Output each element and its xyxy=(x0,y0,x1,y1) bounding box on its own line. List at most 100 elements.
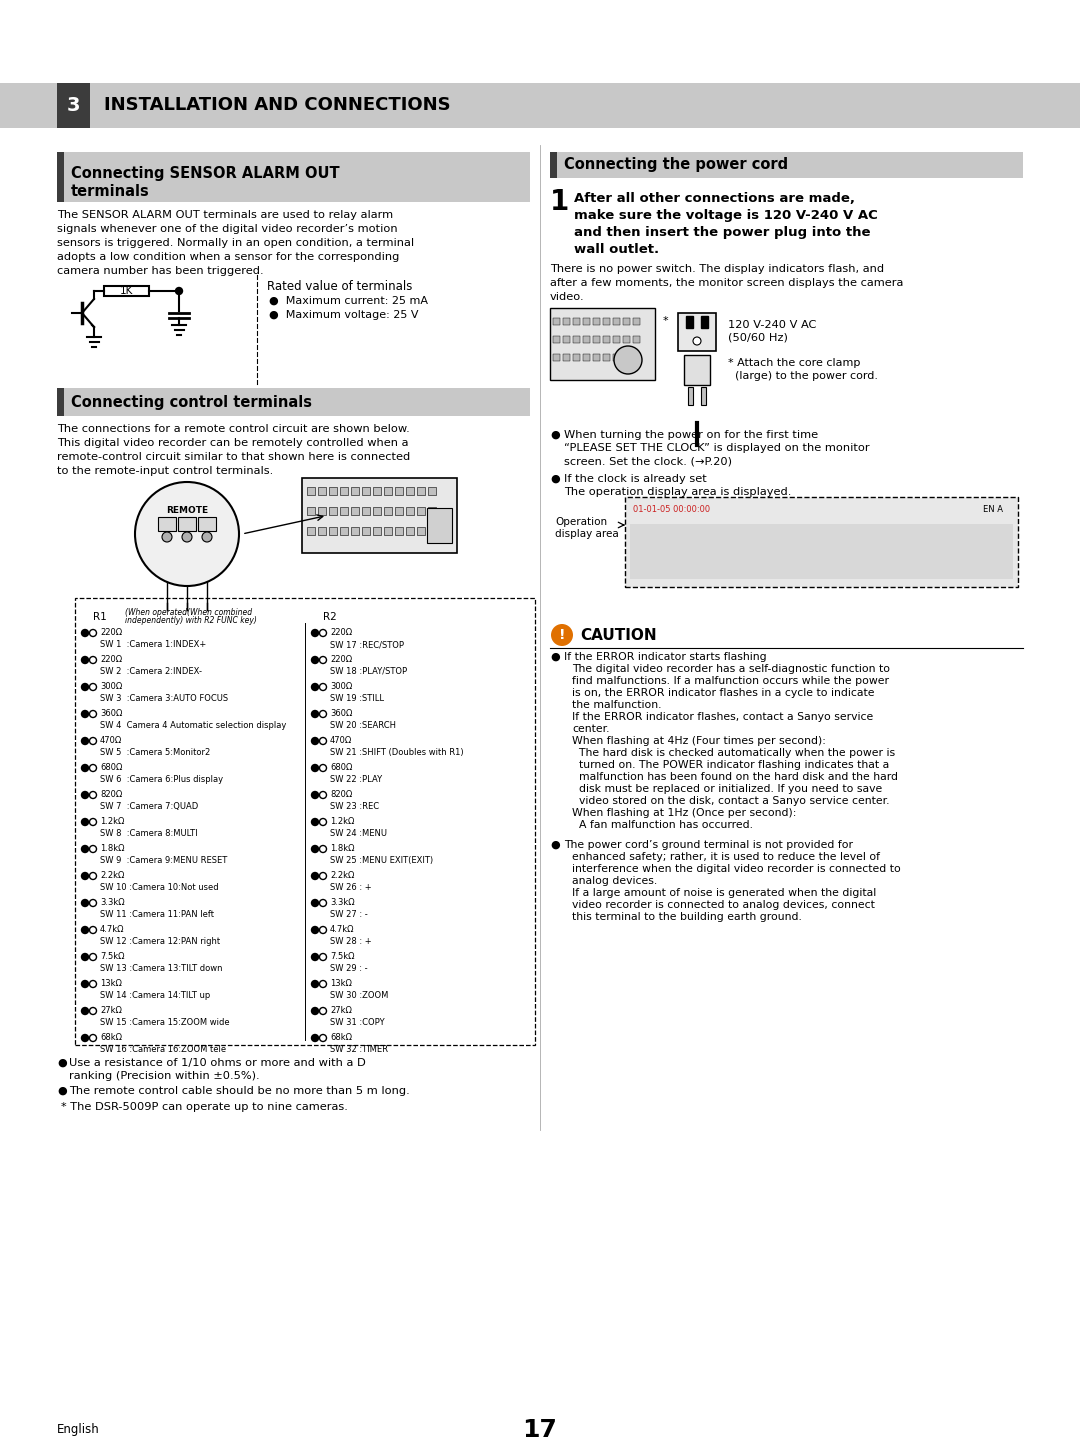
Circle shape xyxy=(320,926,326,933)
Circle shape xyxy=(81,926,89,933)
Bar xyxy=(384,507,392,515)
Text: signals whenever one of the digital video recorder’s motion: signals whenever one of the digital vide… xyxy=(57,224,397,234)
Bar xyxy=(633,318,640,326)
Bar xyxy=(678,313,716,350)
Circle shape xyxy=(311,765,319,772)
Circle shape xyxy=(90,1008,96,1015)
Circle shape xyxy=(320,819,326,826)
Bar xyxy=(684,355,710,385)
Circle shape xyxy=(81,657,89,663)
Text: If the clock is already set: If the clock is already set xyxy=(564,474,706,484)
Bar xyxy=(701,387,706,406)
Text: Connecting SENSOR ALARM OUT: Connecting SENSOR ALARM OUT xyxy=(71,166,339,180)
Text: center.: center. xyxy=(572,724,609,734)
Bar xyxy=(583,353,590,361)
Text: SW 16 :Camera 16:ZOOM tele: SW 16 :Camera 16:ZOOM tele xyxy=(100,1045,226,1054)
Circle shape xyxy=(320,1008,326,1015)
Text: screen. Set the clock. (→P.20): screen. Set the clock. (→P.20) xyxy=(564,457,732,465)
Text: interference when the digital video recorder is connected to: interference when the digital video reco… xyxy=(572,864,901,874)
Bar xyxy=(351,487,359,494)
Text: A fan malfunction has occurred.: A fan malfunction has occurred. xyxy=(572,820,753,830)
Text: 1.8kΩ: 1.8kΩ xyxy=(330,843,354,853)
Text: SW 24 :MENU: SW 24 :MENU xyxy=(330,829,387,838)
Text: 7.5kΩ: 7.5kΩ xyxy=(330,952,354,961)
Text: make sure the voltage is 120 V-240 V AC: make sure the voltage is 120 V-240 V AC xyxy=(573,209,878,222)
Bar xyxy=(563,353,570,361)
Text: SW 27 : -: SW 27 : - xyxy=(330,910,368,919)
Circle shape xyxy=(81,791,89,798)
Text: this terminal to the building earth ground.: this terminal to the building earth grou… xyxy=(572,912,801,922)
Bar xyxy=(384,526,392,535)
Text: display area: display area xyxy=(555,529,619,539)
Text: to the remote-input control terminals.: to the remote-input control terminals. xyxy=(57,465,273,475)
Bar xyxy=(428,507,436,515)
Circle shape xyxy=(311,1008,319,1015)
Bar xyxy=(603,353,610,361)
Circle shape xyxy=(320,791,326,798)
Text: 01-01-05 00:00:00: 01-01-05 00:00:00 xyxy=(633,505,711,515)
Bar xyxy=(373,507,381,515)
Bar xyxy=(553,318,561,326)
Bar xyxy=(623,353,630,361)
Text: enhanced safety; rather, it is used to reduce the level of: enhanced safety; rather, it is used to r… xyxy=(572,852,880,862)
Bar xyxy=(198,518,216,531)
Circle shape xyxy=(90,845,96,852)
Text: INSTALLATION AND CONNECTIONS: INSTALLATION AND CONNECTIONS xyxy=(104,96,450,115)
Text: SW 17 :REC/STOP: SW 17 :REC/STOP xyxy=(330,640,404,648)
Text: C: C xyxy=(163,518,171,528)
Circle shape xyxy=(183,532,192,542)
Bar xyxy=(318,487,326,494)
Text: R1: R1 xyxy=(180,518,194,528)
Circle shape xyxy=(90,926,96,933)
Circle shape xyxy=(311,683,319,691)
Circle shape xyxy=(320,980,326,987)
Text: is on, the ERROR indicator flashes in a cycle to indicate: is on, the ERROR indicator flashes in a … xyxy=(572,688,875,698)
Text: There is no power switch. The display indicators flash, and: There is no power switch. The display in… xyxy=(550,265,885,273)
Circle shape xyxy=(202,532,212,542)
Text: 27kΩ: 27kΩ xyxy=(100,1006,122,1015)
Bar xyxy=(307,526,315,535)
Circle shape xyxy=(90,737,96,744)
Text: video.: video. xyxy=(550,292,584,302)
Bar xyxy=(318,507,326,515)
Text: R2: R2 xyxy=(323,612,337,622)
Text: If the ERROR indicator starts flashing: If the ERROR indicator starts flashing xyxy=(564,651,767,662)
Text: 1: 1 xyxy=(550,188,569,217)
Circle shape xyxy=(81,872,89,880)
Bar xyxy=(417,487,426,494)
Text: SW 28 : +: SW 28 : + xyxy=(330,936,372,947)
Text: 820Ω: 820Ω xyxy=(100,790,122,800)
Text: The connections for a remote control circuit are shown below.: The connections for a remote control cir… xyxy=(57,425,409,433)
Text: SW 32 :TIMER: SW 32 :TIMER xyxy=(330,1045,388,1054)
Text: SW 25 :MENU EXIT(EXIT): SW 25 :MENU EXIT(EXIT) xyxy=(330,856,433,865)
Bar xyxy=(362,487,370,494)
Bar xyxy=(57,388,530,416)
Bar xyxy=(553,336,561,343)
Text: 470Ω: 470Ω xyxy=(330,736,352,744)
Text: SW 9  :Camera 9:MENU RESET: SW 9 :Camera 9:MENU RESET xyxy=(100,856,227,865)
Bar xyxy=(427,507,453,542)
Text: 300Ω: 300Ω xyxy=(100,682,122,691)
Circle shape xyxy=(81,737,89,744)
Text: 4.7kΩ: 4.7kΩ xyxy=(100,925,124,933)
Text: R2: R2 xyxy=(200,518,214,528)
Text: “PLEASE SET THE CLOCK” is displayed on the monitor: “PLEASE SET THE CLOCK” is displayed on t… xyxy=(564,443,869,454)
Text: 220Ω: 220Ω xyxy=(330,628,352,637)
Text: * Attach the core clamp: * Attach the core clamp xyxy=(728,358,861,368)
Text: SW 3  :Camera 3:AUTO FOCUS: SW 3 :Camera 3:AUTO FOCUS xyxy=(100,694,228,702)
Bar xyxy=(573,318,580,326)
Circle shape xyxy=(81,1008,89,1015)
Circle shape xyxy=(615,346,642,374)
Circle shape xyxy=(81,980,89,987)
Text: 27kΩ: 27kΩ xyxy=(330,1006,352,1015)
Text: 2.2kΩ: 2.2kΩ xyxy=(330,871,354,880)
Circle shape xyxy=(311,711,319,717)
Text: Connecting the power cord: Connecting the power cord xyxy=(564,157,788,173)
Bar xyxy=(395,487,403,494)
Bar xyxy=(550,153,1023,177)
Text: (When operated(When combined: (When operated(When combined xyxy=(125,608,252,616)
Text: SW 1  :Camera 1:INDEX+: SW 1 :Camera 1:INDEX+ xyxy=(100,640,206,648)
Bar xyxy=(630,523,1013,579)
Text: sensors is triggered. Normally in an open condition, a terminal: sensors is triggered. Normally in an ope… xyxy=(57,238,414,249)
Circle shape xyxy=(320,872,326,880)
